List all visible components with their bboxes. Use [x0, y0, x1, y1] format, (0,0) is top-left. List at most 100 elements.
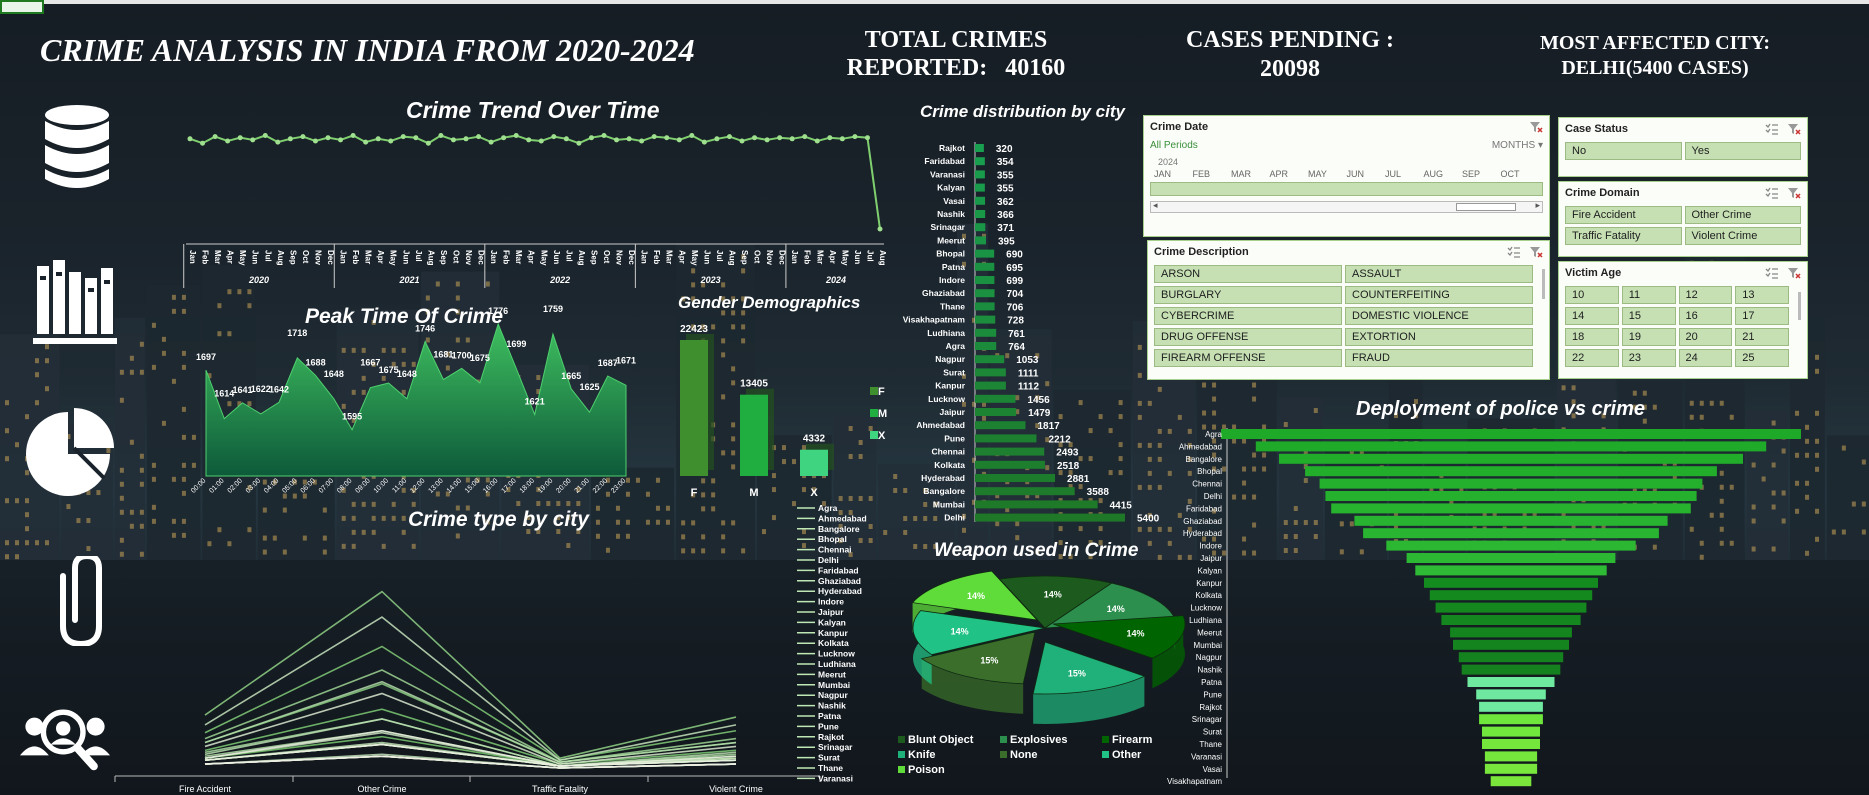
date-month-label[interactable]: AUG	[1423, 169, 1444, 179]
date-month-label[interactable]: JUN	[1346, 169, 1365, 179]
window-light	[701, 492, 706, 498]
age-option[interactable]: 24	[1678, 349, 1733, 367]
window-light	[207, 373, 212, 379]
age-option[interactable]: 11	[1621, 286, 1676, 304]
window-light	[995, 521, 1000, 527]
description-option-assault[interactable]: ASSAULT	[1345, 265, 1533, 283]
window-light	[1157, 456, 1162, 462]
date-month-label[interactable]: MAY	[1308, 169, 1327, 179]
dashboard-title: CRIME ANALYSIS IN INDIA FROM 2020-2024	[40, 32, 695, 68]
description-option-firearm-offense[interactable]: FIREARM OFFENSE	[1154, 349, 1342, 367]
all-periods-label[interactable]: All Periods	[1150, 140, 1198, 151]
case-status-slicer[interactable]: Case Status No Yes	[1558, 117, 1808, 177]
domain-option-other-crime[interactable]: Other Crime	[1684, 206, 1801, 224]
domain-option-traffic-fatality[interactable]: Traffic Fatality	[1565, 227, 1682, 245]
description-option-cybercrime[interactable]: CYBERCRIME	[1154, 307, 1342, 325]
database-icon[interactable]	[33, 103, 123, 193]
clear-filter-icon[interactable]	[1787, 187, 1801, 199]
status-option-no[interactable]: No	[1565, 142, 1682, 160]
window-light	[25, 512, 29, 518]
user-search-icon[interactable]	[20, 696, 110, 786]
window-light	[1242, 480, 1247, 486]
citydist-bar	[975, 315, 996, 324]
crime-description-slicer[interactable]: Crime Description ARSON ASSAULT BURGLARY…	[1147, 240, 1550, 380]
scroll-left-icon[interactable]: ◂	[1153, 200, 1158, 210]
window-light	[1232, 494, 1237, 500]
citydist-bar	[975, 408, 1017, 416]
window-light	[485, 491, 490, 497]
description-option-burglary[interactable]: BURGLARY	[1154, 286, 1342, 304]
description-option-counterfeiting[interactable]: COUNTERFEITING	[1345, 286, 1533, 304]
multi-select-icon[interactable]	[1507, 246, 1521, 258]
victim-age-slicer[interactable]: Victim Age 10 11 12 13 14 15 16 17 18 19…	[1558, 261, 1808, 379]
window-light	[86, 518, 91, 524]
age-option[interactable]: 17	[1735, 307, 1789, 325]
age-option[interactable]: 20	[1678, 328, 1733, 346]
window-light	[1293, 520, 1298, 526]
paperclip-icon[interactable]	[33, 556, 123, 646]
domain-option-fire-accident[interactable]: Fire Accident	[1565, 206, 1682, 224]
description-option-drug-offense[interactable]: DRUG OFFENSE	[1154, 328, 1342, 346]
age-option[interactable]: 18	[1565, 328, 1619, 346]
time-level-dropdown[interactable]: MONTHS ▾	[1492, 140, 1543, 151]
window-light	[1187, 498, 1192, 504]
date-month-label[interactable]: MAR	[1231, 169, 1251, 179]
age-option[interactable]: 19	[1621, 328, 1676, 346]
date-month-label[interactable]: FEB	[1192, 169, 1211, 179]
window-light	[1805, 550, 1810, 556]
age-option[interactable]: 21	[1735, 328, 1789, 346]
window-light	[1805, 494, 1810, 500]
window-light	[455, 281, 460, 287]
window-light	[711, 492, 716, 498]
selected-cell[interactable]	[0, 0, 44, 14]
date-month-label[interactable]: OCT	[1500, 169, 1520, 179]
trend-month-label: May	[539, 250, 548, 266]
scroll-right-icon[interactable]: ▸	[1535, 200, 1540, 210]
window-light	[971, 457, 976, 463]
domain-option-violent-crime[interactable]: Violent Crime	[1684, 227, 1801, 245]
citydist-value-label: 366	[997, 210, 1014, 221]
date-scrollbar[interactable]: ◂ ▸	[1150, 200, 1543, 213]
window-light	[1771, 504, 1776, 510]
window-light	[1242, 494, 1247, 500]
window-light	[721, 548, 726, 554]
multi-select-icon[interactable]	[1765, 123, 1779, 135]
multi-select-icon[interactable]	[1765, 267, 1779, 279]
date-month-label[interactable]: SEP	[1462, 169, 1481, 179]
scroll-thumb[interactable]	[1456, 203, 1516, 211]
date-month-label[interactable]: JUL	[1385, 169, 1402, 179]
age-option[interactable]: 15	[1621, 307, 1676, 325]
date-timeline-bar[interactable]	[1150, 182, 1543, 196]
date-month-label[interactable]: JAN	[1154, 169, 1172, 179]
citydist-value-label: 1456	[1027, 395, 1050, 406]
age-option[interactable]: 10	[1565, 286, 1619, 304]
description-option-arson[interactable]: ARSON	[1154, 265, 1342, 283]
clear-filter-icon[interactable]	[1529, 246, 1543, 258]
crime-date-slicer[interactable]: Crime Date All Periods MONTHS ▾ 2024 JAN…	[1143, 115, 1550, 237]
description-scrollbar[interactable]	[1542, 269, 1545, 299]
pie-chart-icon[interactable]	[26, 408, 116, 498]
age-option[interactable]: 14	[1565, 307, 1619, 325]
window-light	[1202, 382, 1207, 388]
description-option-extortion[interactable]: EXTORTION	[1345, 328, 1533, 346]
clear-filter-icon[interactable]	[1787, 267, 1801, 279]
crime-domain-slicer[interactable]: Crime Domain Fire Accident Other Crime T…	[1558, 181, 1808, 257]
age-option[interactable]: 16	[1678, 307, 1733, 325]
citydist-bar	[975, 289, 995, 298]
age-scrollbar[interactable]	[1798, 292, 1801, 320]
age-option[interactable]: 23	[1621, 349, 1676, 367]
multi-select-icon[interactable]	[1765, 187, 1779, 199]
window-light	[721, 352, 726, 358]
age-option[interactable]: 13	[1735, 286, 1789, 304]
clear-filter-icon[interactable]	[1787, 123, 1801, 135]
age-option[interactable]: 25	[1735, 349, 1789, 367]
date-month-label[interactable]: APR	[1269, 169, 1289, 179]
description-option-domestic-violence[interactable]: DOMESTIC VIOLENCE	[1345, 307, 1533, 325]
age-option[interactable]: 12	[1678, 286, 1733, 304]
age-option[interactable]: 22	[1565, 349, 1619, 367]
books-icon[interactable]	[33, 258, 123, 348]
citydist-city-label: Bhopal	[936, 249, 965, 259]
description-option-fraud[interactable]: FRAUD	[1345, 349, 1533, 367]
clear-filter-icon[interactable]	[1529, 121, 1543, 133]
status-option-yes[interactable]: Yes	[1684, 142, 1801, 160]
